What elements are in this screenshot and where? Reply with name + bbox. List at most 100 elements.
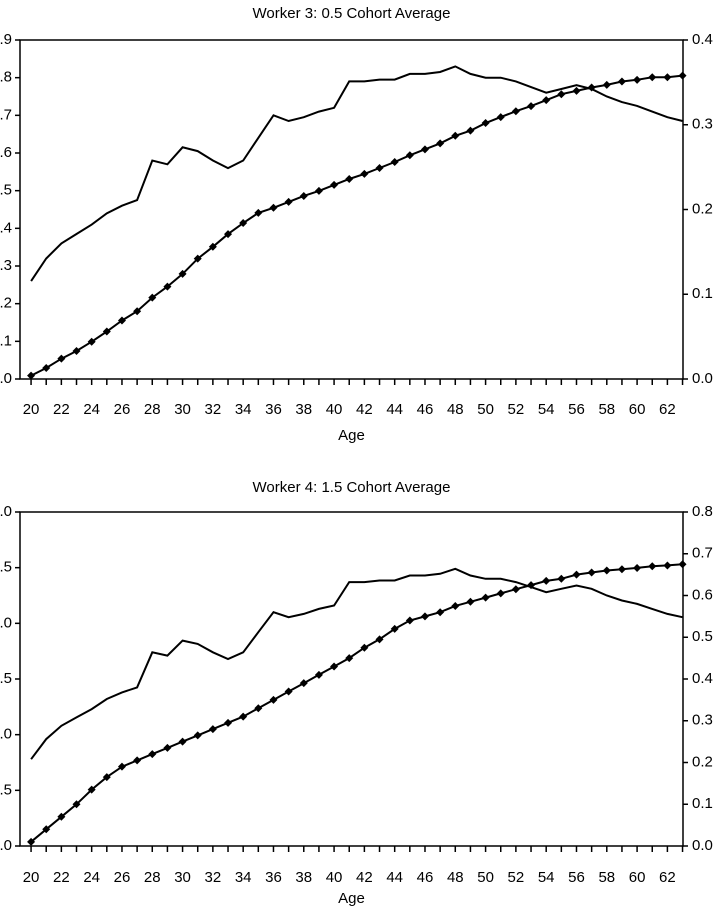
marker xyxy=(178,737,187,746)
marker xyxy=(587,83,596,92)
marker xyxy=(208,725,217,734)
y-tick-label: 0.1 xyxy=(0,332,12,349)
x-axis-label: Age xyxy=(338,427,365,444)
y-tick-label: 0.6 xyxy=(0,144,12,161)
x-tick-label: 54 xyxy=(538,869,555,886)
marker xyxy=(299,679,308,688)
marker xyxy=(527,581,536,590)
marker xyxy=(496,113,505,122)
marker xyxy=(587,568,596,577)
marker xyxy=(375,635,384,644)
x-tick-label: 54 xyxy=(538,401,555,418)
marker xyxy=(436,139,445,148)
x-tick-label: 46 xyxy=(417,869,434,886)
marker xyxy=(345,174,354,183)
x-tick-label: 42 xyxy=(356,869,373,886)
y2-tick-label: 0.4 xyxy=(692,31,713,48)
marker xyxy=(557,90,566,99)
y-tick-label: 2.5 xyxy=(0,559,12,576)
marker xyxy=(678,71,687,80)
x-tick-label: 30 xyxy=(174,869,191,886)
x-tick-label: 24 xyxy=(83,869,100,886)
marker xyxy=(466,597,475,606)
y2-tick-label: 0.3 xyxy=(692,712,713,729)
marker xyxy=(193,254,202,263)
marker xyxy=(617,565,626,574)
y2-tick-label: 0.4 xyxy=(692,670,713,687)
marker xyxy=(617,77,626,86)
marker xyxy=(542,96,551,105)
marker xyxy=(269,695,278,704)
marker xyxy=(224,230,233,239)
x-tick-label: 50 xyxy=(477,401,494,418)
marker xyxy=(72,800,81,809)
y-tick-label: 3.0 xyxy=(0,503,12,520)
marker xyxy=(87,337,96,346)
marker xyxy=(633,75,642,84)
marker xyxy=(284,197,293,206)
marker xyxy=(148,750,157,759)
marker xyxy=(117,316,126,325)
x-tick-label: 60 xyxy=(629,869,646,886)
marker xyxy=(663,561,672,570)
y2-tick-label: 0.1 xyxy=(692,795,713,812)
x-tick-label: 60 xyxy=(629,401,646,418)
x-tick-label: 38 xyxy=(295,869,312,886)
marker xyxy=(314,186,323,195)
plot-frame xyxy=(19,39,684,380)
marker xyxy=(208,242,217,251)
marker xyxy=(42,363,51,372)
x-tick-label: 38 xyxy=(295,401,312,418)
x-tick-label: 56 xyxy=(568,401,585,418)
marker xyxy=(254,208,263,217)
y-tick-label: 0.7 xyxy=(0,106,12,123)
x-tick-label: 56 xyxy=(568,869,585,886)
marker xyxy=(314,670,323,679)
x-tick-label: 48 xyxy=(447,401,464,418)
marker xyxy=(466,126,475,135)
marker xyxy=(178,269,187,278)
x-tick-label: 62 xyxy=(659,869,676,886)
marker xyxy=(648,73,657,82)
x-tick-label: 58 xyxy=(598,401,615,418)
y-tick-label: 0.4 xyxy=(0,219,12,236)
x-tick-label: 28 xyxy=(144,401,161,418)
marker xyxy=(269,203,278,212)
y-tick-label: 2.0 xyxy=(0,614,12,631)
x-tick-label: 44 xyxy=(386,401,403,418)
x-tick-label: 44 xyxy=(386,869,403,886)
chart-title: Worker 3: 0.5 Cohort Average xyxy=(253,5,451,22)
marker xyxy=(224,718,233,727)
marker xyxy=(42,825,51,834)
y-tick-label: 0.0 xyxy=(0,370,12,387)
series-line xyxy=(30,567,683,760)
marker xyxy=(633,563,642,572)
marker xyxy=(133,307,142,316)
chart-title: Worker 4: 1.5 Cohort Average xyxy=(253,479,451,496)
x-tick-label: 50 xyxy=(477,869,494,886)
series-line xyxy=(30,65,683,282)
y2-tick-label: 0.1 xyxy=(692,285,713,302)
y2-tick-label: 0.7 xyxy=(692,545,713,562)
x-tick-label: 52 xyxy=(508,869,525,886)
marker xyxy=(239,219,248,228)
marker xyxy=(542,576,551,585)
x-tick-label: 22 xyxy=(53,869,70,886)
y-tick-label: 0.2 xyxy=(0,295,12,312)
marker xyxy=(57,354,66,363)
x-tick-label: 20 xyxy=(23,869,40,886)
x-tick-label: 36 xyxy=(265,401,282,418)
marker xyxy=(87,785,96,794)
x-axis-label: Age xyxy=(338,890,365,907)
series-line xyxy=(30,563,683,843)
marker xyxy=(405,151,414,160)
y-tick-label: 1.0 xyxy=(0,726,12,743)
marker xyxy=(390,158,399,167)
y2-tick-label: 0.0 xyxy=(692,837,713,854)
x-tick-label: 30 xyxy=(174,401,191,418)
y2-tick-label: 0.2 xyxy=(692,200,713,217)
marker xyxy=(496,589,505,598)
series-line xyxy=(30,74,683,377)
marker xyxy=(390,624,399,633)
